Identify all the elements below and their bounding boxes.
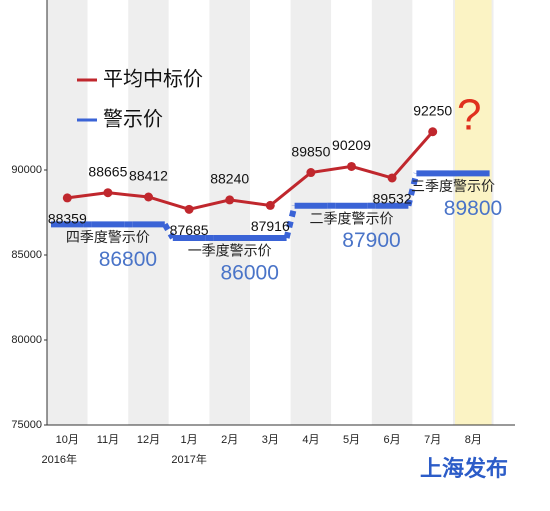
value-label: 89532 (373, 191, 412, 207)
average-line (67, 130, 434, 211)
average-point (428, 127, 438, 137)
warning-label: 二季度警示价 (310, 210, 394, 226)
column-stripe (87, 0, 129, 425)
warning-value: 86000 (220, 262, 278, 285)
warning-value: 87900 (342, 229, 400, 252)
value-label: 89850 (291, 143, 330, 159)
value-label: 87916 (251, 218, 290, 234)
value-label: 88412 (129, 168, 168, 184)
step-connector (283, 204, 298, 239)
value-label: 88240 (210, 171, 249, 187)
x-tick-label: 1月 (181, 434, 198, 446)
x-year-label: 2016年 (42, 452, 77, 466)
step-connector (162, 222, 176, 240)
average-point (225, 195, 235, 205)
value-label: 87685 (170, 222, 209, 238)
legend-label: 平均中标价 (103, 67, 203, 90)
step-connector (405, 172, 420, 207)
legend-label: 警示价 (103, 107, 163, 130)
x-tick-label: 11月 (97, 434, 119, 446)
x-tick-label: 3月 (262, 434, 279, 446)
warning-value: 89800 (444, 197, 502, 220)
x-tick-label: 4月 (302, 434, 319, 446)
average-point (265, 200, 275, 210)
brand-logo: 上海发布 (420, 456, 508, 481)
column-stripe (128, 0, 169, 425)
warning-label: 三季度警示价 (411, 178, 495, 194)
column-stripe (493, 0, 515, 425)
value-label: 88665 (88, 163, 127, 179)
average-point (184, 204, 194, 214)
y-tick-label: 85000 (11, 249, 42, 261)
column-stripe (331, 0, 372, 425)
average-point (62, 193, 72, 203)
value-label: 92250 (413, 102, 452, 118)
column-stripe (371, 0, 413, 425)
y-tick-label: 75000 (11, 419, 42, 431)
highlight-column (455, 0, 492, 425)
y-tick-label: 80000 (11, 334, 42, 346)
average-point (306, 168, 316, 178)
column-stripe (290, 0, 332, 425)
column-stripe (412, 0, 453, 425)
x-tick-label: 7月 (424, 434, 441, 446)
value-label: 88359 (48, 211, 87, 227)
warning-label: 一季度警示价 (188, 243, 272, 259)
average-point (347, 161, 356, 171)
question-mark: ? (457, 91, 481, 140)
y-tick-label: 90000 (11, 164, 42, 176)
column-stripe (209, 0, 250, 425)
x-tick-label: 12月 (137, 434, 160, 446)
x-tick-label: 8月 (465, 434, 482, 446)
column-stripe (250, 0, 291, 425)
value-label: 90209 (332, 137, 371, 153)
x-tick-label: 5月 (343, 434, 360, 446)
average-point (103, 188, 113, 198)
column-stripe (47, 0, 88, 425)
average-point (144, 192, 153, 202)
warning-label: 四季度警示价 (66, 229, 150, 245)
average-point (387, 173, 397, 183)
x-year-label: 2017年 (171, 452, 206, 466)
x-tick-label: 2月 (221, 434, 238, 446)
x-tick-label: 10月 (56, 434, 79, 446)
warning-value: 86800 (99, 248, 157, 271)
x-tick-label: 6月 (384, 434, 401, 446)
